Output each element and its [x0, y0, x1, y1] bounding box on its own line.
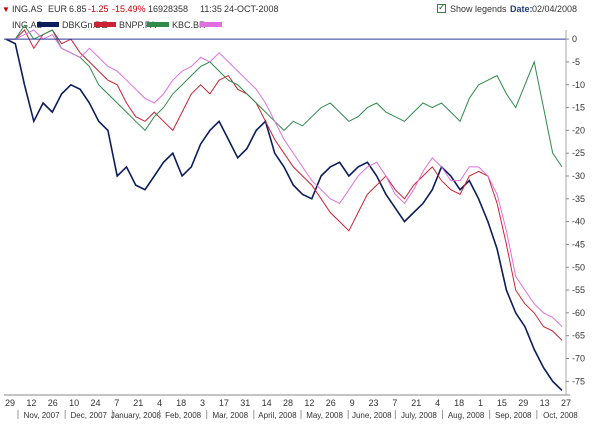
x-tick-label-7: 4 [157, 398, 162, 408]
x-month-label-5: April, 2008 [258, 411, 297, 420]
legend-swatch-4 [200, 22, 222, 27]
x-tick-label-0: 29 [5, 398, 15, 408]
x-month-label-9: Aug, 2008 [448, 411, 485, 420]
x-tick-label-3: 10 [69, 398, 79, 408]
x-month-label-8: July, 2008 [401, 411, 437, 420]
legend-swatch-3 [147, 22, 169, 27]
x-month-label-0: Nov, 2007 [24, 411, 60, 420]
y-tick-label-5: -25 [572, 148, 585, 158]
x-axis-ticks: 29 12 26 10 24 7 21 4 18 3 17 31 14 28 12 26 9 23 7 21 4 18 1 1… [5, 398, 571, 408]
x-tick-label-4: 24 [91, 398, 101, 408]
x-month-label-4: Mar, 2008 [212, 411, 248, 420]
y-tick-label-0: 0 [572, 34, 577, 44]
y-axis-ticks: 0 -5 -10 -15 -20 -25 -30 -35 -40 -45 -50 -55 -60 -65 -… [566, 34, 585, 386]
legend-label-1: DBKGn.DE [62, 20, 108, 30]
x-tick-label-12: 14 [262, 398, 272, 408]
legend-label-3: KBC.BR [172, 20, 206, 30]
x-tick-label-23: 15 [497, 398, 507, 408]
quote-change-pct: -15.49% [112, 4, 146, 14]
x-tick-label-19: 21 [411, 398, 421, 408]
down-triangle-icon: ▼ [2, 5, 10, 14]
show-legends-checkbox[interactable] [437, 2, 446, 13]
x-tick-label-14: 12 [304, 398, 314, 408]
x-tick-label-25: 13 [540, 398, 550, 408]
x-month-label-7: June, 2008 [352, 411, 392, 420]
legend-swatch-2 [94, 22, 116, 27]
x-tick-label-17: 23 [369, 398, 379, 408]
quote-header: ▼ ING.AS EUR 6.85 -1.25 -15.49% 16928358… [0, 0, 600, 18]
x-month-label-3: Feb, 2008 [165, 411, 202, 420]
x-month-label-10: Sep, 2008 [495, 411, 532, 420]
x-tick-label-13: 28 [283, 398, 293, 408]
x-tick-label-2: 26 [48, 398, 58, 408]
quote-change: -1.25 [88, 4, 109, 14]
y-tick-label-3: -15 [572, 103, 585, 113]
legend-label-2: BNPP.PA [119, 20, 157, 30]
x-tick-label-5: 7 [114, 398, 119, 408]
x-tick-label-11: 31 [240, 398, 250, 408]
x-tick-label-10: 17 [219, 398, 229, 408]
x-axis-months: Nov, 2007 Dec, 2007 January, 2008 Feb, 2008… [17, 410, 578, 420]
x-tick-label-21: 18 [454, 398, 464, 408]
y-tick-label-15: -75 [572, 376, 585, 386]
x-tick-label-24: 29 [518, 398, 528, 408]
series-line-1 [6, 29, 563, 341]
show-legends-label[interactable]: Show legends [450, 4, 507, 14]
series-layer [5, 24, 563, 391]
x-tick-label-26: 27 [561, 398, 571, 408]
x-month-label-6: May, 2008 [306, 411, 343, 420]
y-tick-label-8: -40 [572, 217, 585, 227]
x-tick-label-20: 4 [435, 398, 440, 408]
y-tick-label-2: -10 [572, 80, 585, 90]
x-tick-label-6: 21 [133, 398, 143, 408]
x-tick-label-22: 1 [478, 398, 483, 408]
y-tick-label-1: -5 [572, 57, 580, 67]
quote-date: 24-OCT-2008 [224, 4, 279, 14]
quote-currency: EUR [48, 4, 68, 14]
y-tick-label-12: -60 [572, 308, 585, 318]
start-date-label: Date: [510, 4, 533, 14]
x-tick-label-9: 3 [200, 398, 205, 408]
series-line-0 [5, 38, 563, 391]
series-line-3 [6, 29, 563, 327]
x-month-label-2: January, 2008 [111, 411, 162, 420]
x-tick-label-1: 12 [26, 398, 36, 408]
start-date-input[interactable]: 02/04/2008 [532, 4, 578, 14]
x-tick-label-15: 26 [326, 398, 336, 408]
y-tick-label-13: -65 [572, 331, 585, 341]
x-tick-label-16: 9 [350, 398, 355, 408]
y-tick-label-6: -30 [572, 171, 585, 181]
y-tick-label-4: -20 [572, 125, 585, 135]
legend-label-0: ING.AS [12, 20, 43, 30]
legend-swatch-1 [37, 22, 59, 27]
x-tick-label-18: 7 [392, 398, 397, 408]
x-month-label-11: Oct, 2008 [543, 411, 578, 420]
y-tick-label-9: -45 [572, 239, 585, 249]
y-tick-label-11: -55 [572, 285, 585, 295]
quote-time: 11:35 [200, 4, 222, 14]
y-tick-label-10: -50 [572, 262, 585, 272]
chart-legend: ING.AS DBKGn.DE BNPP.PA KBC.BR [0, 18, 240, 32]
quote-volume: 16928358 [148, 4, 189, 14]
x-month-label-1: Dec, 2007 [71, 411, 108, 420]
y-tick-label-7: -35 [572, 194, 585, 204]
series-line-2 [6, 24, 563, 168]
quote-symbol: ING.AS [12, 4, 43, 14]
quote-price: 6.85 [69, 4, 87, 14]
x-tick-label-8: 18 [176, 398, 186, 408]
y-tick-label-14: -70 [572, 354, 585, 364]
